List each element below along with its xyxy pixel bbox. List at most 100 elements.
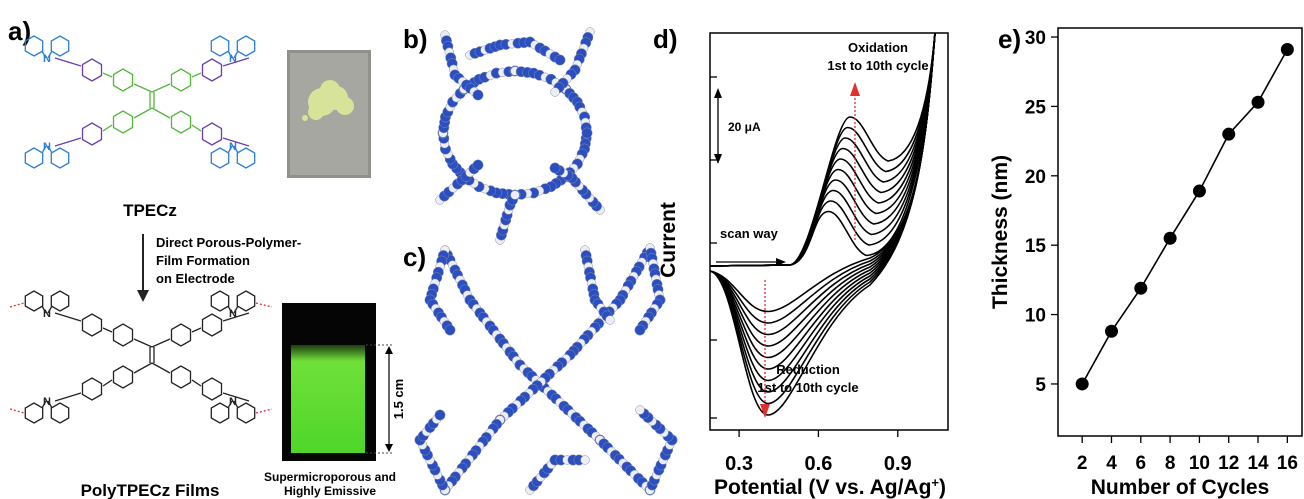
powder [320,80,340,100]
ring [51,148,68,168]
arrow-head [385,444,393,452]
bond [192,73,201,77]
y-tick-label: 20 [1025,167,1046,188]
y-tick-label: 30 [1025,28,1046,49]
bond [103,328,112,332]
x-tick-label: 4 [1106,453,1117,474]
ring [211,403,228,423]
label: TPECz [123,201,177,220]
ring [211,148,228,168]
annotation: 1st to 10th cycle [757,380,858,395]
atom [445,325,455,335]
label: Supermicroporous and [264,470,396,484]
ring [114,111,133,133]
ring [203,123,222,145]
x-axis-label-part: ) [939,476,946,499]
bond [192,125,201,131]
x-tick-label: 12 [1218,453,1239,474]
ring [51,36,68,56]
panel-label: c) [403,242,426,272]
y-axis-label: Current [657,202,680,278]
ring [83,378,102,400]
x-tick-label: 8 [1165,453,1176,474]
atom [511,191,520,200]
annotation: 1st to 10th cycle [827,58,928,73]
x-axis-label-part: Potential (V vs. Ag/Ag [714,476,931,499]
arrow-head [850,82,860,96]
arrow-head [385,346,393,354]
ring [237,291,254,311]
atom [606,316,615,325]
ring [172,366,191,388]
ring [172,324,191,346]
ring [211,291,228,311]
x-tick-label: 16 [1277,453,1298,474]
x-tick-label: 0.3 [725,453,753,475]
bond [256,303,272,307]
bond [103,380,112,386]
y-tick-label: 25 [1025,97,1047,118]
annotation: 20 μA [728,120,761,134]
atom [582,128,592,138]
powder [336,97,354,115]
annotation: scan way [720,226,779,241]
atom [555,55,565,65]
atom [435,410,445,420]
bond [152,339,170,347]
bond [55,138,81,146]
ring [237,148,254,168]
ring [237,36,254,56]
atom-label: N [43,308,51,320]
ring [114,324,133,346]
ring [51,291,68,311]
atom [636,406,645,415]
x-axis-label: Potential (V vs. Ag/Ag+) [714,475,946,499]
x-tick-label: 6 [1136,453,1147,474]
atom [473,90,483,100]
atom-label: N [43,141,51,153]
data-point [1076,377,1089,390]
bond [192,380,201,386]
y-tick-label: 10 [1025,306,1046,327]
bond [134,108,152,118]
bond [134,84,152,92]
bond [103,73,112,77]
x-axis-label: Number of Cycles [1091,476,1270,499]
label: Highly Emissive [284,484,376,498]
ring [51,403,68,423]
data-point [1252,96,1265,109]
data-point [1134,282,1147,295]
arrow-head [714,88,722,98]
data-point [1105,325,1118,338]
atom-label: N [43,53,51,65]
atom-label: N [229,396,237,408]
panel-label: e) [998,24,1021,54]
label: Direct Porous-Polymer- [156,235,301,250]
annotation: Reduction [776,362,840,377]
arrow-head [137,290,149,302]
bond [10,303,24,307]
atom [551,88,560,97]
bond [134,339,152,347]
panel-label: a) [8,16,31,46]
data-point [1222,128,1235,141]
panel-label: d) [653,24,678,54]
ring [25,291,42,311]
powder [302,115,308,121]
cv-curve [710,33,935,335]
ring [25,36,42,56]
atom [635,325,645,335]
bond [152,84,170,92]
y-axis-label: Thickness (nm) [989,155,1012,309]
x-tick-label: 0.6 [805,453,833,475]
ring [25,148,42,168]
x-tick-label: 2 [1077,453,1088,474]
atom-label: N [229,141,237,153]
bond [10,409,24,413]
y-tick-label: 5 [1035,375,1046,396]
ring [203,59,222,81]
bond [55,393,81,401]
label: PolyTPECz Films [81,481,220,499]
ring [211,36,228,56]
